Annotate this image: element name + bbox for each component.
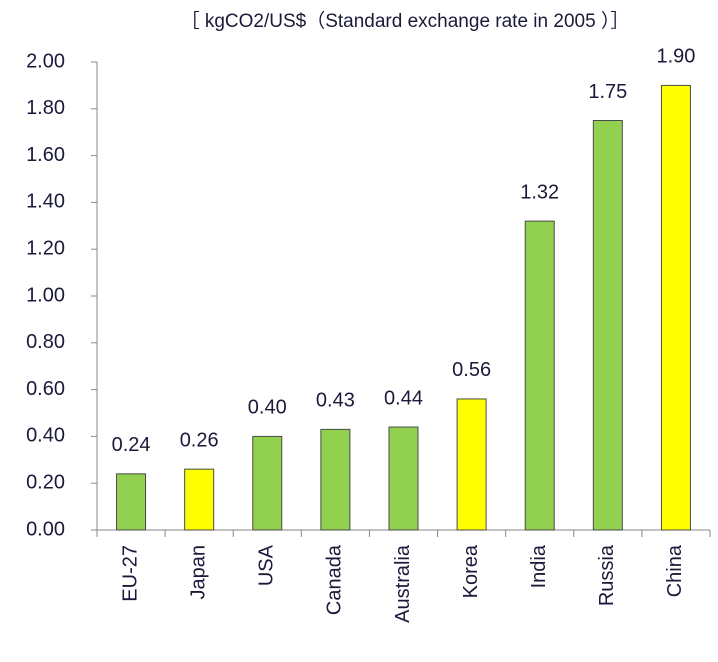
y-tick-label: 0.60 bbox=[26, 378, 65, 400]
y-tick-label: 1.60 bbox=[26, 144, 65, 166]
data-label: 0.40 bbox=[248, 397, 287, 419]
data-label: 1.90 bbox=[656, 46, 695, 68]
y-tick-label: 1.00 bbox=[26, 284, 65, 306]
data-label: 0.43 bbox=[316, 390, 355, 412]
y-tick-label: 0.20 bbox=[26, 471, 65, 493]
x-tick-label: EU-27 bbox=[119, 545, 141, 602]
chart-title: ［ kgCO2/US$（Standard exchange rate in 20… bbox=[181, 10, 630, 32]
bar bbox=[524, 220, 555, 531]
data-label: 1.75 bbox=[588, 81, 627, 103]
bar bbox=[456, 398, 487, 531]
data-label: 0.24 bbox=[112, 434, 151, 456]
y-tick-label: 0.40 bbox=[26, 425, 65, 447]
data-label: 0.44 bbox=[384, 387, 423, 409]
x-tick-label: Canada bbox=[324, 544, 346, 615]
x-tick-label: Korea bbox=[460, 544, 482, 598]
x-tick-label: USA bbox=[256, 544, 278, 586]
y-tick-label: 1.40 bbox=[26, 191, 65, 213]
x-tick-label: Australia bbox=[392, 544, 414, 623]
y-tick-label: 0.80 bbox=[26, 331, 65, 353]
bar bbox=[116, 473, 147, 531]
y-tick-label: 0.00 bbox=[26, 518, 65, 540]
x-tick-label: China bbox=[664, 544, 686, 597]
x-tick-label: Russia bbox=[596, 544, 618, 606]
y-tick-label: 1.80 bbox=[26, 97, 65, 119]
x-tick-label: India bbox=[528, 544, 550, 588]
bar bbox=[592, 120, 623, 531]
y-tick-label: 1.20 bbox=[26, 237, 65, 259]
bar bbox=[184, 468, 215, 531]
bar bbox=[320, 428, 351, 531]
data-label: 0.56 bbox=[452, 359, 491, 381]
data-label: 0.26 bbox=[180, 429, 219, 451]
y-tick-label: 2.00 bbox=[26, 50, 65, 72]
bar bbox=[388, 426, 419, 531]
data-label: 1.32 bbox=[520, 181, 559, 203]
bar bbox=[252, 435, 283, 531]
bar bbox=[660, 84, 691, 531]
x-tick-label: Japan bbox=[187, 545, 209, 600]
